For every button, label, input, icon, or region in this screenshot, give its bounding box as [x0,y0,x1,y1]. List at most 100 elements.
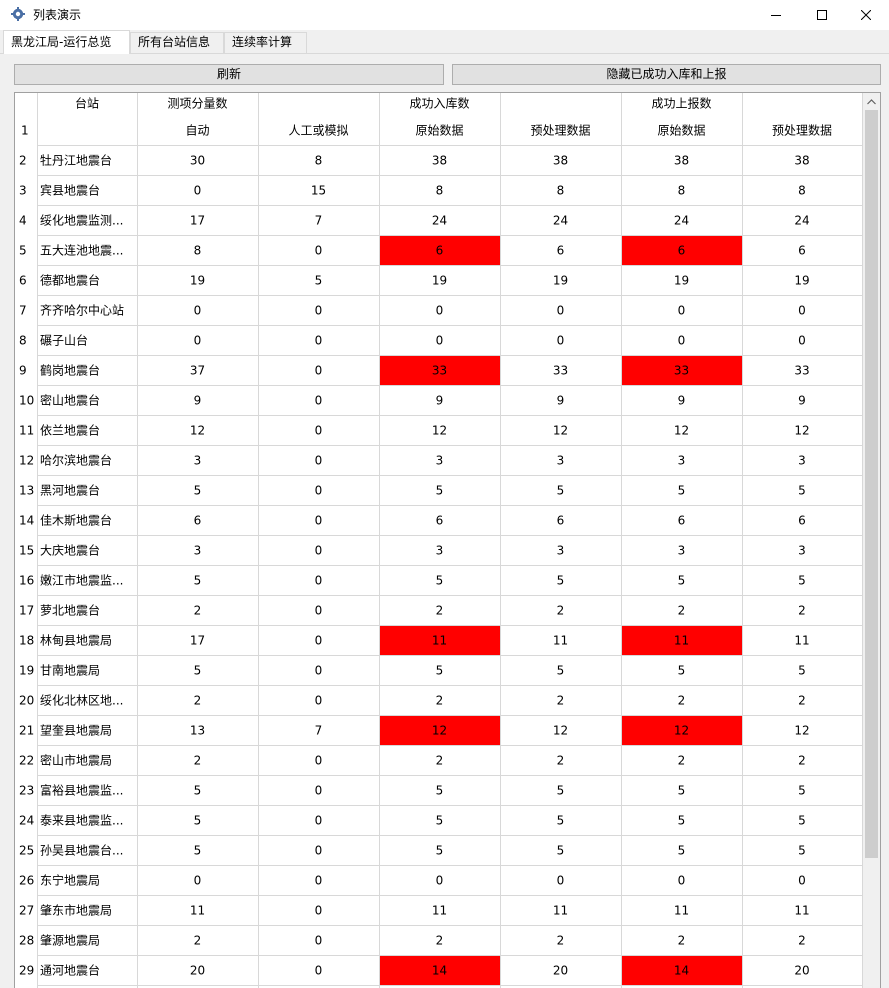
station-name-cell: 密山地震台 [40,393,100,408]
row-number: 15 [19,544,34,558]
table-cell: 5 [194,664,202,678]
highlight-cell [380,626,500,655]
station-name-cell: 五大连池地震... [40,243,123,258]
table-cell: 0 [315,454,323,468]
table-cell: 33 [432,364,447,378]
maximize-button[interactable] [799,0,845,30]
table-cell: 0 [315,604,323,618]
minimize-button[interactable] [753,0,799,30]
row-number: 19 [19,664,34,678]
table-cell: 11 [432,904,447,918]
refresh-button[interactable]: 刷新 [14,64,444,85]
row-number: 4 [19,214,27,228]
table-cell: 0 [315,904,323,918]
table-cell: 5 [194,574,202,588]
tab-overview[interactable]: 黑龙江局-运行总览 [3,30,130,54]
table-cell: 5 [798,814,806,828]
tab-continuity-rate[interactable]: 连续率计算 [224,32,307,53]
hide-completed-button[interactable]: 隐藏已成功入库和上报 [452,64,881,85]
station-name-cell: 甘南地震局 [40,663,100,678]
table-cell: 5 [557,814,565,828]
table-cell: 11 [674,634,689,648]
row-number: 26 [19,874,34,888]
table-cell: 17 [190,214,205,228]
table-cell: 9 [678,394,686,408]
scroll-up-button[interactable] [863,93,880,110]
station-table: 台站 测项分量数 成功入库数 成功上报数 1 自动 人工或模拟 原始数据 预处理数据 原始数据 预处… [14,92,881,988]
table-cell: 6 [678,244,686,258]
table-cell: 5 [798,784,806,798]
table-cell: 24 [432,214,447,228]
table-cell: 3 [798,544,806,558]
row-number: 18 [19,634,34,648]
table-cell: 8 [436,184,444,198]
station-name-cell: 东宁地震局 [40,873,100,888]
table-cell: 5 [678,664,686,678]
table-cell: 5 [436,844,444,858]
table-cell: 0 [798,304,806,318]
table-cell: 2 [678,694,686,708]
table-cell: 0 [315,514,323,528]
table-cell: 5 [798,574,806,588]
highlight-cell [380,956,500,985]
tab-all-stations[interactable]: 所有台站信息 [130,32,224,53]
highlight-cell [622,626,742,655]
table-cell: 24 [794,214,809,228]
table-cell: 0 [194,334,202,348]
table-cell: 0 [678,334,686,348]
table-cell: 11 [553,634,568,648]
table-cell: 2 [557,754,565,768]
table-cell: 0 [557,334,565,348]
row-number: 9 [19,364,27,378]
table-cell: 0 [315,304,323,318]
close-button[interactable] [843,0,889,30]
table-grid: 台站 测项分量数 成功入库数 成功上报数 1 自动 人工或模拟 原始数据 预处理数据 原始数据 预处… [19,93,863,988]
vertical-scrollbar[interactable] [863,93,880,988]
header-stored: 成功入库数 [409,96,469,111]
table-cell: 2 [194,754,202,768]
table-cell: 6 [436,244,444,258]
row-number: 22 [19,754,34,768]
table-cell: 0 [315,544,323,558]
table-cell: 24 [674,214,689,228]
table-cell: 0 [436,874,444,888]
station-name-cell: 牡丹江地震台 [40,153,112,168]
table-cell: 3 [194,454,202,468]
station-name-cell: 林甸县地震局 [40,634,112,648]
table-cell: 5 [194,844,202,858]
table-cell: 3 [557,454,565,468]
station-name-cell: 德都地震台 [40,273,100,288]
table-cell: 2 [194,694,202,708]
table-cell: 38 [553,154,568,168]
row-number: 10 [19,394,34,408]
highlight-cell [380,356,500,385]
table-cell: 38 [674,154,689,168]
table-cell: 0 [315,934,323,948]
scroll-thumb[interactable] [865,110,878,858]
table-cell: 2 [678,934,686,948]
table-cell: 2 [798,754,806,768]
table-cell: 5 [436,664,444,678]
station-name-cell: 孙吴县地震台... [40,843,123,858]
table-cell: 0 [315,784,323,798]
table-cell: 19 [432,274,447,288]
row-number: 24 [19,814,34,828]
header-station: 台站 [75,96,99,111]
table-cell: 12 [553,724,568,738]
table-cell: 5 [557,844,565,858]
row-number: 12 [19,454,34,468]
table-cell: 5 [436,484,444,498]
row-number: 2 [19,154,27,168]
table-cell: 0 [194,304,202,318]
table-cell: 5 [678,484,686,498]
table-cell: 11 [432,634,447,648]
table-cell: 19 [794,274,809,288]
station-name-cell: 佳木斯地震台 [40,513,112,528]
table-cell: 0 [678,304,686,318]
table-cell: 5 [678,814,686,828]
table-cell: 3 [194,544,202,558]
table-cell: 3 [557,544,565,558]
table-cell: 0 [315,844,323,858]
table-cell: 2 [436,934,444,948]
table-cell: 5 [798,664,806,678]
